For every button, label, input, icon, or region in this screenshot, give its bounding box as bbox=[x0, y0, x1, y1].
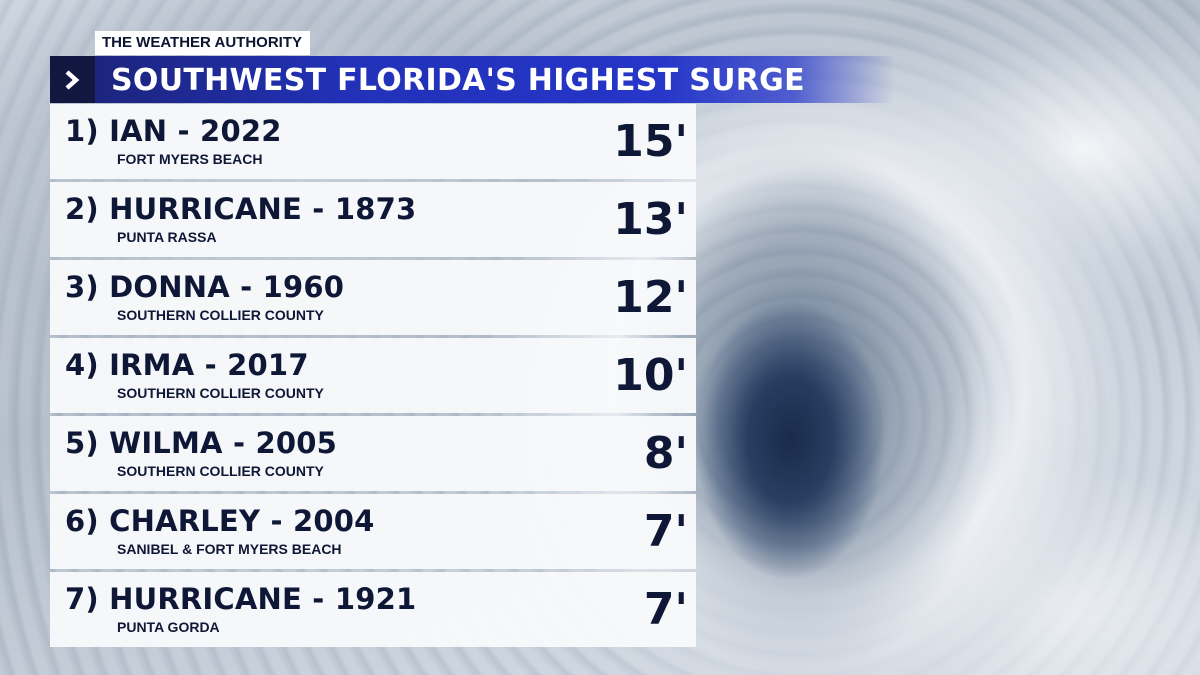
storm-location: SANIBEL & FORT MYERS BEACH bbox=[117, 541, 342, 557]
list-item: 3) DONNA - 1960 SOUTHERN COLLIER COUNTY … bbox=[50, 260, 696, 335]
list-item: 5) WILMA - 2005 SOUTHERN COLLIER COUNTY … bbox=[50, 416, 696, 491]
page-title: SOUTHWEST FLORIDA'S HIGHEST SURGE bbox=[111, 63, 805, 98]
storm-title: 2) HURRICANE - 1873 bbox=[65, 192, 417, 226]
surge-value: 7' bbox=[643, 584, 688, 635]
surge-value: 12' bbox=[613, 272, 688, 323]
storm-title: 4) IRMA - 2017 bbox=[65, 348, 309, 382]
chevron-box bbox=[50, 56, 95, 103]
storm-title: 6) CHARLEY - 2004 bbox=[65, 504, 375, 538]
storm-location: SOUTHERN COLLIER COUNTY bbox=[117, 385, 324, 401]
surge-value: 7' bbox=[643, 506, 688, 557]
storm-title: 5) WILMA - 2005 bbox=[65, 426, 338, 460]
storm-title: 1) IAN - 2022 bbox=[65, 114, 282, 148]
surge-value: 8' bbox=[643, 428, 688, 479]
list-item: 1) IAN - 2022 FORT MYERS BEACH 15' bbox=[50, 104, 696, 179]
list-item: 7) HURRICANE - 1921 PUNTA GORDA 7' bbox=[50, 572, 696, 647]
storm-location: PUNTA GORDA bbox=[117, 619, 220, 635]
surge-list: 1) IAN - 2022 FORT MYERS BEACH 15' 2) HU… bbox=[50, 104, 696, 650]
list-item: 2) HURRICANE - 1873 PUNTA RASSA 13' bbox=[50, 182, 696, 257]
storm-location: PUNTA RASSA bbox=[117, 229, 217, 245]
storm-location: SOUTHERN COLLIER COUNTY bbox=[117, 307, 324, 323]
storm-location: FORT MYERS BEACH bbox=[117, 151, 263, 167]
storm-title: 7) HURRICANE - 1921 bbox=[65, 582, 417, 616]
storm-title: 3) DONNA - 1960 bbox=[65, 270, 345, 304]
surge-value: 15' bbox=[613, 116, 688, 167]
storm-location: SOUTHERN COLLIER COUNTY bbox=[117, 463, 324, 479]
list-item: 6) CHARLEY - 2004 SANIBEL & FORT MYERS B… bbox=[50, 494, 696, 569]
surge-value: 13' bbox=[613, 194, 688, 245]
surge-value: 10' bbox=[613, 350, 688, 401]
chevron-right-icon bbox=[65, 70, 80, 90]
brand-label: THE WEATHER AUTHORITY bbox=[95, 31, 310, 55]
list-item: 4) IRMA - 2017 SOUTHERN COLLIER COUNTY 1… bbox=[50, 338, 696, 413]
title-bar: SOUTHWEST FLORIDA'S HIGHEST SURGE bbox=[50, 56, 895, 103]
